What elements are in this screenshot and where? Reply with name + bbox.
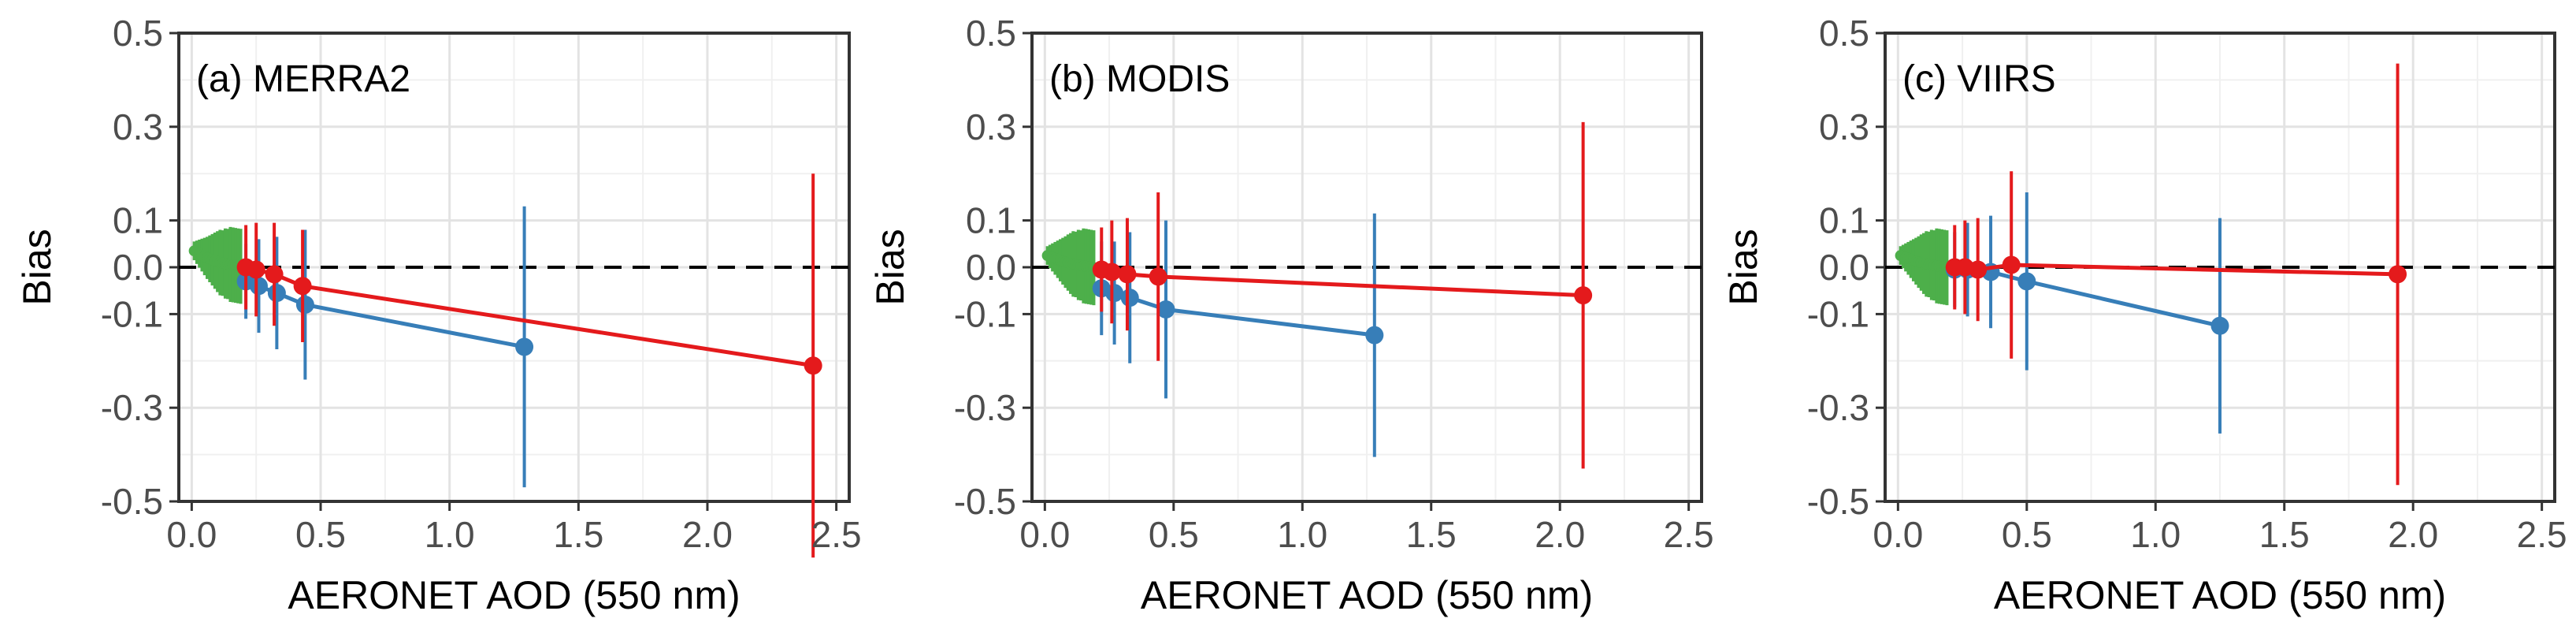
series-green (1041, 228, 1100, 306)
x-tick-label-1-5: 1.5 (2259, 514, 2310, 555)
y-tick-label-0-3: -0.3 (954, 387, 1016, 428)
data-point (267, 284, 286, 303)
x-tick-label-0-0: 0.0 (1873, 514, 1923, 555)
series-red (1945, 63, 2407, 486)
data-point (249, 277, 268, 296)
data-point (804, 356, 822, 375)
y-tick-label-0-3: 0.3 (966, 106, 1016, 147)
y-axis-title: Bias (15, 229, 59, 305)
x-tick-label-0-5: 0.5 (295, 514, 346, 555)
y-tick-label-0-1: -0.1 (1807, 293, 1869, 334)
data-point (295, 296, 314, 315)
data-point (247, 260, 265, 279)
x-tick-label-2-5: 2.5 (811, 514, 862, 555)
y-tick-label-0-0: 0.0 (1819, 247, 1869, 288)
y-tick-label-0-3: 0.3 (113, 106, 163, 147)
x-tick-label-2-0: 2.0 (2388, 514, 2438, 555)
x-tick-label-1-5: 1.5 (553, 514, 603, 555)
x-axis-title: AERONET AOD (550 nm) (1141, 573, 1593, 617)
x-tick-label-0-0: 0.0 (166, 514, 217, 555)
y-tick-label-0-1: 0.1 (1819, 200, 1869, 241)
series-red (236, 173, 822, 558)
x-tick-label-2-0: 2.0 (682, 514, 733, 555)
x-axis-title: AERONET AOD (550 nm) (288, 573, 740, 617)
panel-merra2: 0.5 0.3 0.1 0.0 -0.1 -0.3 -0.5 0.0 0.5 1.0 1.5 2.0… (15, 13, 862, 617)
y-axis-title: Bias (868, 229, 912, 305)
data-point (1969, 260, 1988, 279)
panel-modis: 0.5 0.3 0.1 0.0 -0.1 -0.3 -0.5 0.0 0.5 1.0 1.5 2.0… (868, 13, 1714, 617)
data-point (293, 277, 312, 296)
data-point (2017, 272, 2036, 291)
y-tick-label-0-0: 0.0 (113, 247, 163, 288)
data-point (1574, 286, 1593, 305)
series-blue (1092, 213, 1384, 457)
x-tick-label-2-0: 2.0 (1535, 514, 1585, 555)
x-tick-label-1-0: 1.0 (2130, 514, 2181, 555)
data-point (1149, 267, 1167, 286)
y-tick-label-0-5: -0.5 (954, 481, 1016, 522)
x-tick-label-0-5: 0.5 (2002, 514, 2052, 555)
y-tick-label-0-5: 0.5 (966, 13, 1016, 54)
data-point (1102, 263, 1121, 281)
y-tick-label-0-1: -0.1 (101, 293, 163, 334)
x-tick-label-2-5: 2.5 (2517, 514, 2567, 555)
x-tick-label-2-5: 2.5 (1664, 514, 1714, 555)
data-point (2002, 255, 2021, 274)
y-axis-title: Bias (1721, 229, 1765, 305)
data-point (1120, 289, 1139, 307)
data-point (515, 337, 534, 356)
x-tick-label-1-0: 1.0 (425, 514, 475, 555)
x-tick-label-1-5: 1.5 (1406, 514, 1457, 555)
y-tick-label-0-3: 0.3 (1819, 106, 1869, 147)
x-tick-label-1-0: 1.0 (1277, 514, 1327, 555)
series-red (1092, 121, 1593, 469)
data-point (1156, 300, 1175, 318)
y-tick-label-0-0: 0.0 (966, 247, 1016, 288)
data-point (1105, 284, 1124, 303)
panel-viirs: 0.5 0.3 0.1 0.0 -0.1 -0.3 -0.5 0.0 0.5 1.0 1.5 2.0… (1721, 13, 2567, 617)
x-tick-label-0-0: 0.0 (1019, 514, 1070, 555)
y-tick-label-0-5: 0.5 (1819, 13, 1869, 54)
y-tick-label-0-5: -0.5 (101, 481, 163, 522)
data-point (1365, 326, 1384, 345)
panel-label: (a) MERRA2 (196, 58, 410, 100)
y-tick-label-0-3: -0.3 (101, 387, 163, 428)
y-tick-label-0-5: -0.5 (1807, 481, 1869, 522)
data-point (1118, 265, 1137, 284)
y-tick-label-0-1: 0.1 (966, 200, 1016, 241)
x-axis-title: AERONET AOD (550 nm) (1994, 573, 2446, 617)
panel-label: (b) MODIS (1049, 58, 1230, 100)
x-tick-label-0-5: 0.5 (1149, 514, 1199, 555)
data-point (265, 265, 284, 284)
data-point (2389, 265, 2407, 284)
y-tick-label-0-5: 0.5 (113, 13, 163, 54)
data-point (2210, 316, 2229, 335)
y-tick-label-0-1: 0.1 (113, 200, 163, 241)
y-tick-label-0-3: -0.3 (1807, 387, 1869, 428)
y-tick-label-0-1: -0.1 (954, 293, 1016, 334)
panel-label: (c) VIIRS (1902, 58, 2056, 100)
